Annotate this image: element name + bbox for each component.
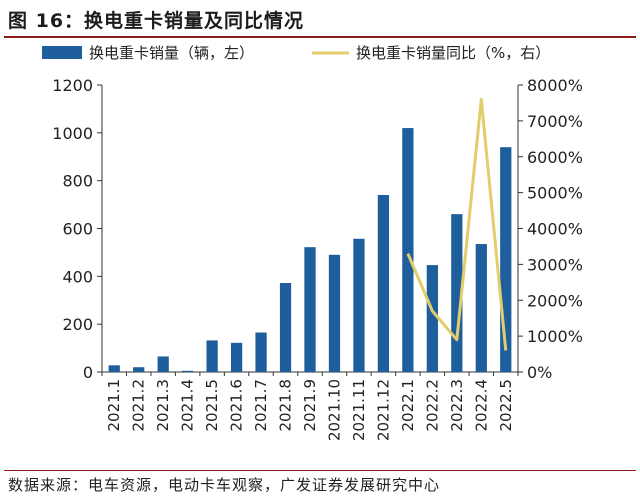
bar [206, 340, 218, 372]
bar [402, 128, 414, 372]
x-tick-label: 2021.10 [325, 379, 343, 441]
bar [182, 370, 194, 372]
bar [377, 195, 390, 372]
bar [304, 247, 316, 372]
right-tick-label: 6000% [527, 148, 583, 167]
source-note: 数据来源：电车资源，电动卡车观察，广发证券发展研究中心 [8, 476, 441, 494]
right-tick-label: 8000% [527, 76, 583, 95]
x-tick-label: 2021.7 [252, 379, 270, 432]
legend-bar-swatch [42, 46, 82, 59]
x-tick-label: 2022.4 [472, 379, 490, 432]
chart: 0 200 400 600 800 1000 1200 0% 1000% 2000% 3000% 40… [42, 44, 583, 441]
x-tick-label: 2021.9 [301, 379, 319, 432]
legend-bar-label: 换电重卡销量（辆，左） [89, 44, 254, 62]
x-tick-label: 2021.12 [374, 379, 392, 441]
bar [426, 265, 438, 372]
bar [133, 367, 145, 372]
bar [475, 244, 487, 372]
left-tick-label: 200 [62, 315, 93, 334]
bar [279, 283, 292, 372]
title-rule [4, 36, 636, 38]
bar [500, 147, 512, 372]
bar [353, 238, 365, 372]
right-tick-label: 5000% [527, 184, 583, 203]
left-tick-label: 1200 [52, 76, 93, 95]
left-tick-label: 0 [83, 363, 93, 382]
right-tick-label: 2000% [527, 291, 583, 310]
left-tick-label: 1000 [52, 124, 93, 143]
left-tick-label: 600 [62, 220, 93, 239]
right-tick-label: 4000% [527, 220, 583, 239]
x-tick-label: 2021.8 [277, 379, 295, 432]
x-tick-label: 2021.3 [154, 379, 172, 432]
left-tick-label: 800 [62, 172, 93, 191]
x-tick-label: 2022.2 [423, 379, 441, 432]
x-tick-label: 2021.1 [105, 379, 123, 432]
bar [451, 214, 463, 372]
x-tick-label: 2021.11 [350, 379, 368, 441]
bar [157, 356, 169, 372]
x-tick-label: 2021.2 [130, 379, 148, 432]
x-tick-label: 2021.4 [179, 379, 197, 432]
x-tick-label: 2022.1 [399, 379, 417, 432]
legend-line-label: 换电重卡销量同比（%，右） [356, 44, 550, 62]
right-tick-label: 3000% [527, 255, 583, 274]
bar [108, 365, 120, 372]
x-tick-label: 2022.5 [497, 379, 515, 432]
bar [230, 342, 243, 372]
bar [255, 332, 267, 372]
x-tick-label: 2022.3 [448, 379, 466, 432]
bar [328, 254, 341, 372]
right-tick-label: 1000% [527, 327, 583, 346]
right-tick-label: 0% [527, 363, 552, 382]
x-tick-label: 2021.5 [203, 379, 221, 432]
source-rule [4, 470, 636, 471]
left-tick-label: 400 [62, 267, 93, 286]
right-tick-label: 7000% [527, 112, 583, 131]
x-tick-label: 2021.6 [228, 379, 246, 432]
figure-title: 图 16：换电重卡销量及同比情况 [8, 10, 305, 32]
